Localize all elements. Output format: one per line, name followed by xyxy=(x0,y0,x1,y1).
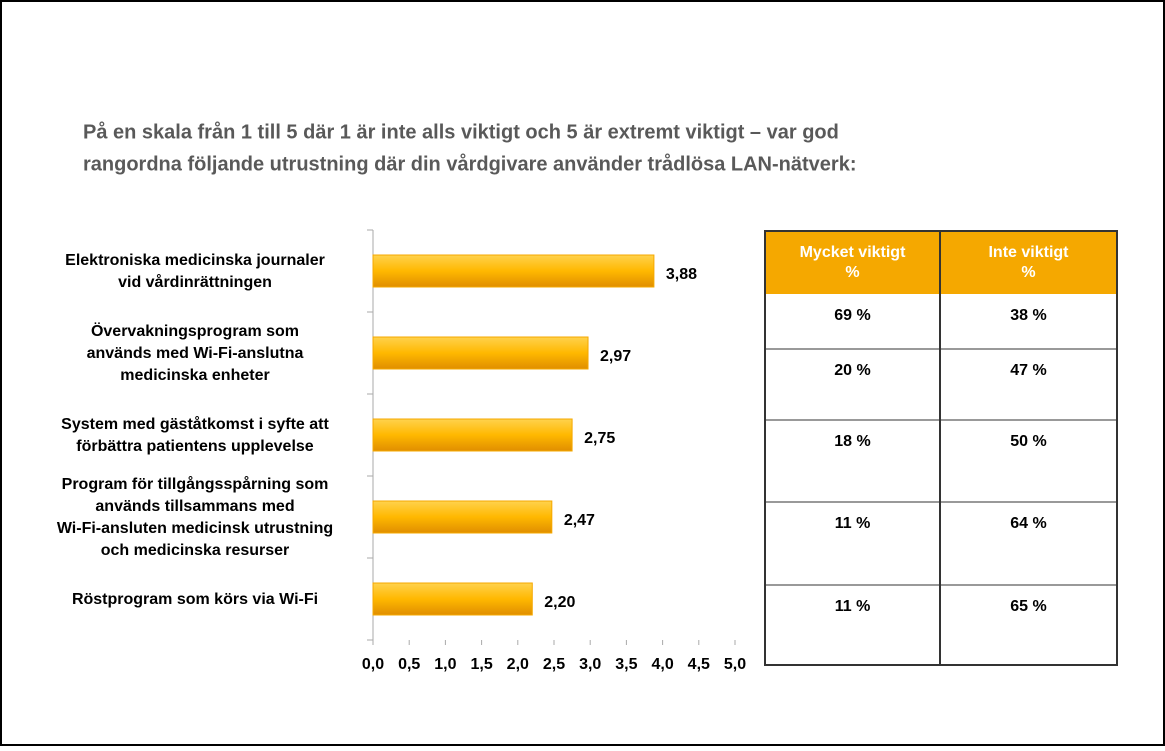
table-cell: 11 % xyxy=(835,515,871,532)
table-header: Inte viktigt% xyxy=(988,244,1069,281)
y-tick-label: Röstprogram som körs via Wi-Fi xyxy=(72,591,318,608)
value-label: 3,88 xyxy=(666,266,697,283)
table-cell: 69 % xyxy=(834,307,870,324)
x-tick-label: 4,5 xyxy=(688,656,710,673)
table-cell: 50 % xyxy=(1010,433,1046,450)
bar xyxy=(372,582,533,616)
table-header: Mycket viktigt% xyxy=(800,244,906,281)
value-label: 2,20 xyxy=(544,594,575,611)
x-tick-label: 1,5 xyxy=(470,656,492,673)
y-tick-label: Program för tillgångsspårning som används… xyxy=(57,475,333,559)
table-cell: 64 % xyxy=(1010,515,1046,532)
y-tick-label: Elektroniska medicinska journaler vid vår… xyxy=(65,252,325,291)
value-label: 2,97 xyxy=(600,348,631,365)
y-tick-label: Övervakningsprogram som används med Wi-Fi… xyxy=(87,321,304,384)
value-label: 2,75 xyxy=(584,430,615,447)
chart-title: rangordna följande utrustning där din vå… xyxy=(83,152,856,175)
chart-title: På en skala från 1 till 5 där 1 är inte … xyxy=(83,120,839,143)
table-cell: 11 % xyxy=(835,598,871,615)
table-cell: 18 % xyxy=(834,433,870,450)
bar xyxy=(372,500,553,534)
bar xyxy=(372,254,655,288)
value-label: 2,47 xyxy=(564,512,595,529)
x-tick-label: 4,0 xyxy=(651,656,673,673)
table-cell: 38 % xyxy=(1010,307,1046,324)
y-tick-label: System med gäståtkomst i syfte att förbät… xyxy=(61,415,329,455)
x-tick-label: 2,0 xyxy=(507,656,529,673)
x-tick-label: 3,0 xyxy=(579,656,601,673)
bar xyxy=(372,336,589,370)
x-tick-label: 0,5 xyxy=(398,656,420,673)
table: Mycket viktigt % Inte viktigt % 69 % 38 % 20 %… xyxy=(764,230,1118,666)
x-tick-label: 2,5 xyxy=(543,656,565,673)
x-tick-label: 1,0 xyxy=(434,656,456,673)
bar xyxy=(372,418,573,452)
table-cell: 47 % xyxy=(1010,362,1046,379)
x-tick-label: 0,0 xyxy=(362,656,384,673)
table-cell: 20 % xyxy=(834,362,870,379)
x-tick-label: 3,5 xyxy=(615,656,637,673)
x-tick-label: 5,0 xyxy=(724,656,746,673)
table-cell: 65 % xyxy=(1010,598,1046,615)
chart: 0,0 0,5 1,0 1,5 2,0 2,5 3,0 3,5 4,0 4,5 5,0 Elektro… xyxy=(57,229,746,673)
